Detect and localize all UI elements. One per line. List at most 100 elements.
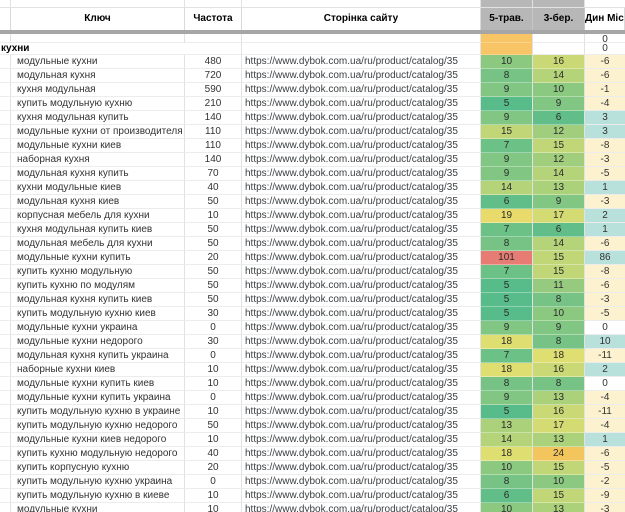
row-margin-cell[interactable]	[0, 125, 11, 139]
rank-may5-cell[interactable]: 8	[481, 237, 533, 251]
column-header-key[interactable]: Ключ	[11, 8, 185, 30]
freq-cell[interactable]: 50	[185, 265, 242, 279]
key-cell[interactable]: кухня модульная	[11, 83, 185, 97]
rank-may5-cell[interactable]: 9	[481, 391, 533, 405]
key-cell[interactable]: модульная кухня	[11, 69, 185, 83]
rank-mar3-cell[interactable]: 13	[533, 433, 585, 447]
key-cell[interactable]: наборная кухня	[11, 153, 185, 167]
freq-cell[interactable]: 10	[185, 363, 242, 377]
dyn-cell[interactable]: 3	[585, 125, 625, 139]
url-cell[interactable]: https://www.dybok.com.ua/ru/product/cata…	[242, 139, 481, 153]
freq-cell[interactable]: 50	[185, 237, 242, 251]
rank-may5-cell[interactable]: 101	[481, 251, 533, 265]
key-cell[interactable]: купить модульную кухню украина	[11, 475, 185, 489]
key-cell[interactable]: модульная мебель для кухни	[11, 237, 185, 251]
key-cell[interactable]: корпусная мебель для кухни	[11, 209, 185, 223]
strip-cell[interactable]	[242, 0, 481, 8]
rank-mar3-cell[interactable]: 8	[533, 293, 585, 307]
url-cell[interactable]: https://www.dybok.com.ua/ru/product/cata…	[242, 181, 481, 195]
freq-cell[interactable]: 110	[185, 139, 242, 153]
dyn-cell[interactable]: -4	[585, 97, 625, 111]
freq-cell[interactable]: 50	[185, 293, 242, 307]
rank-may5-cell[interactable]: 8	[481, 69, 533, 83]
url-cell[interactable]: https://www.dybok.com.ua/ru/product/cata…	[242, 167, 481, 181]
dyn-cell[interactable]: -6	[585, 279, 625, 293]
frozen-rows-divider[interactable]	[0, 30, 625, 34]
freq-cell[interactable]: 110	[185, 125, 242, 139]
dyn-cell[interactable]: -5	[585, 167, 625, 181]
url-cell[interactable]: https://www.dybok.com.ua/ru/product/cata…	[242, 419, 481, 433]
rank-may5-cell[interactable]: 13	[481, 419, 533, 433]
rank-mar3-cell[interactable]: 10	[533, 307, 585, 321]
freq-cell[interactable]: 720	[185, 69, 242, 83]
strip-cell[interactable]	[185, 0, 242, 8]
row-margin-cell[interactable]	[0, 111, 11, 125]
row-margin-cell[interactable]	[0, 405, 11, 419]
url-cell[interactable]: https://www.dybok.com.ua/ru/product/cata…	[242, 237, 481, 251]
row-margin-cell[interactable]	[0, 433, 11, 447]
dyn-cell[interactable]: 0	[585, 321, 625, 335]
url-cell[interactable]	[242, 34, 481, 43]
row-margin-cell[interactable]	[0, 461, 11, 475]
dyn-cell[interactable]: -6	[585, 237, 625, 251]
row-margin-cell[interactable]	[0, 251, 11, 265]
url-cell[interactable]: https://www.dybok.com.ua/ru/product/cata…	[242, 251, 481, 265]
rank-mar3-cell[interactable]: 9	[533, 97, 585, 111]
freq-cell[interactable]: 0	[185, 475, 242, 489]
url-cell[interactable]: https://www.dybok.com.ua/ru/product/cata…	[242, 55, 481, 69]
rank-mar3-cell[interactable]	[533, 34, 585, 43]
dyn-cell[interactable]: -6	[585, 55, 625, 69]
row-margin-cell[interactable]	[0, 307, 11, 321]
dyn-cell[interactable]: -11	[585, 405, 625, 419]
rank-may5-cell[interactable]: 9	[481, 153, 533, 167]
url-cell[interactable]: https://www.dybok.com.ua/ru/product/cata…	[242, 69, 481, 83]
row-margin-cell[interactable]	[0, 209, 11, 223]
rank-mar3-cell[interactable]	[533, 43, 585, 55]
rank-may5-cell[interactable]: 9	[481, 111, 533, 125]
strip-cell[interactable]	[0, 0, 11, 8]
freq-cell[interactable]: 210	[185, 97, 242, 111]
key-cell[interactable]: купить кухню по модулям	[11, 279, 185, 293]
rank-may5-cell[interactable]: 9	[481, 167, 533, 181]
column-header-may5[interactable]: 5-трав.	[481, 8, 533, 30]
url-cell[interactable]: https://www.dybok.com.ua/ru/product/cata…	[242, 377, 481, 391]
freq-cell[interactable]: 140	[185, 111, 242, 125]
rank-may5-cell[interactable]: 10	[481, 461, 533, 475]
rank-mar3-cell[interactable]: 15	[533, 251, 585, 265]
row-margin-cell[interactable]	[0, 279, 11, 293]
key-cell[interactable]: кухня модульная купить	[11, 111, 185, 125]
freq-cell[interactable]: 10	[185, 489, 242, 503]
url-cell[interactable]: https://www.dybok.com.ua/ru/product/cata…	[242, 265, 481, 279]
key-cell[interactable]: наборные кухни киев	[11, 363, 185, 377]
row-margin-cell[interactable]	[0, 69, 11, 83]
freq-cell[interactable]: 10	[185, 405, 242, 419]
dyn-cell[interactable]: 1	[585, 433, 625, 447]
url-cell[interactable]: https://www.dybok.com.ua/ru/product/cata…	[242, 391, 481, 405]
row-margin-cell[interactable]	[0, 55, 11, 69]
rank-may5-cell[interactable]: 5	[481, 279, 533, 293]
freq-cell[interactable]	[185, 43, 242, 55]
key-cell[interactable]: модульная кухня купить	[11, 167, 185, 181]
key-cell[interactable]: купить модульную кухню в украине	[11, 405, 185, 419]
dyn-cell[interactable]: 0	[585, 377, 625, 391]
freq-cell[interactable]: 480	[185, 55, 242, 69]
row-margin-cell[interactable]	[0, 181, 11, 195]
row-margin-cell[interactable]	[0, 97, 11, 111]
url-cell[interactable]: https://www.dybok.com.ua/ru/product/cata…	[242, 111, 481, 125]
url-cell[interactable]: https://www.dybok.com.ua/ru/product/cata…	[242, 125, 481, 139]
strip-cell[interactable]	[11, 0, 185, 8]
row-margin-cell[interactable]	[0, 475, 11, 489]
row-margin-cell[interactable]	[0, 293, 11, 307]
freq-cell[interactable]: 0	[185, 321, 242, 335]
section-label-cell[interactable]: кухни	[0, 43, 185, 55]
rank-may5-cell[interactable]: 19	[481, 209, 533, 223]
strip-cell[interactable]	[533, 0, 585, 8]
freq-cell[interactable]: 10	[185, 503, 242, 512]
dyn-cell[interactable]: -2	[585, 475, 625, 489]
freq-cell[interactable]: 10	[185, 433, 242, 447]
row-margin-cell[interactable]	[0, 503, 11, 512]
rank-mar3-cell[interactable]: 12	[533, 125, 585, 139]
row-margin-cell[interactable]	[0, 377, 11, 391]
rank-may5-cell[interactable]: 18	[481, 363, 533, 377]
rank-may5-cell[interactable]: 7	[481, 139, 533, 153]
